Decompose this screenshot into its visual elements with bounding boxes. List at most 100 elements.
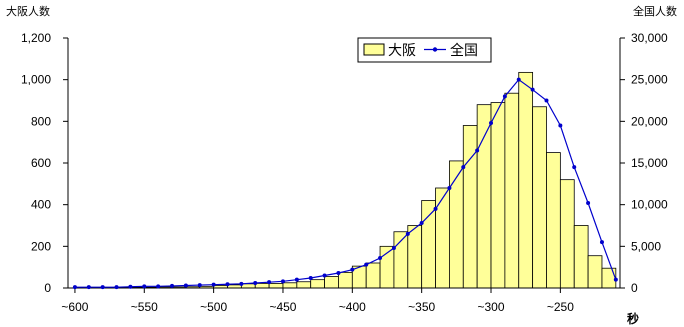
national-point xyxy=(322,273,327,278)
x-tick-label: ~500 xyxy=(200,300,227,314)
osaka-bars xyxy=(74,71,617,289)
national-point xyxy=(419,221,424,225)
national-point xyxy=(544,98,549,103)
national-point xyxy=(183,283,188,288)
bar xyxy=(310,279,325,289)
national-point xyxy=(502,94,507,99)
bar xyxy=(559,179,575,289)
national-line xyxy=(72,77,618,290)
national-point xyxy=(211,282,216,287)
right-tick-label: 30,000 xyxy=(631,31,668,45)
right-tick-label: 10,000 xyxy=(631,198,668,212)
bar xyxy=(296,281,312,289)
bar xyxy=(240,283,256,289)
national-point xyxy=(350,267,355,272)
legend-national-marker xyxy=(432,47,438,52)
bar xyxy=(504,92,520,289)
national-point xyxy=(433,206,438,211)
national-point xyxy=(336,271,341,275)
national-point xyxy=(267,280,272,285)
x-tick-label: ~550 xyxy=(131,300,158,314)
national-point xyxy=(586,201,591,205)
national-point xyxy=(72,285,77,290)
national-point xyxy=(308,276,313,280)
bar xyxy=(476,104,492,289)
national-point xyxy=(461,165,466,170)
bar xyxy=(587,255,603,289)
bar xyxy=(546,152,561,289)
national-point xyxy=(100,285,105,290)
national-point xyxy=(197,283,202,288)
bar xyxy=(601,267,617,289)
right-tick-label: 15,000 xyxy=(631,156,668,170)
x-tick-label: ~400 xyxy=(339,300,366,314)
bar xyxy=(365,262,381,289)
right-tick-label: 20,000 xyxy=(631,114,668,128)
bar xyxy=(462,125,478,289)
bar xyxy=(338,271,353,289)
left-tick-label: 800 xyxy=(31,114,51,128)
national-point xyxy=(599,240,604,245)
national-point xyxy=(613,277,618,282)
national-point xyxy=(489,121,494,125)
national-point xyxy=(391,246,396,250)
national-point xyxy=(156,284,161,289)
x-unit-label: 秒 xyxy=(627,311,639,326)
national-point xyxy=(170,283,175,288)
national-line-path xyxy=(74,78,617,288)
bar xyxy=(421,200,436,289)
tick-labels: 0 200 400 600 800 1,000 1,200 0 5,000 10,000 15,00… xyxy=(21,31,668,314)
left-tick-label: 0 xyxy=(44,281,51,295)
left-tick-label: 200 xyxy=(31,239,51,253)
national-point xyxy=(142,284,147,289)
national-point xyxy=(294,277,299,282)
right-tick-label: 25,000 xyxy=(631,73,668,87)
national-point xyxy=(516,77,521,82)
x-tick-label: ~250 xyxy=(547,300,574,314)
national-point xyxy=(253,281,258,285)
national-point xyxy=(530,87,535,92)
national-point xyxy=(447,186,452,190)
national-point xyxy=(475,148,480,153)
bar xyxy=(532,106,547,289)
x-tick-label: ~350 xyxy=(408,300,435,314)
legend-osaka-swatch xyxy=(363,43,385,56)
national-point xyxy=(572,165,577,170)
left-tick-label: 400 xyxy=(31,198,51,212)
bar xyxy=(282,282,298,289)
bar xyxy=(407,225,423,289)
left-tick-label: 600 xyxy=(31,156,51,170)
right-axis-title: 全国人数 xyxy=(633,4,677,18)
right-tick-label: 5,000 xyxy=(631,239,661,253)
bar xyxy=(518,71,534,289)
axes xyxy=(63,37,625,293)
bar xyxy=(573,225,589,289)
national-point xyxy=(378,256,383,260)
national-point xyxy=(114,285,119,290)
national-point xyxy=(405,231,410,236)
right-tick-label: 0 xyxy=(631,281,638,295)
national-point xyxy=(128,284,133,289)
x-tick-label: ~300 xyxy=(477,300,504,314)
legend-national-label: 全国 xyxy=(450,42,478,58)
national-point xyxy=(239,281,244,286)
x-tick-label: ~600 xyxy=(61,300,88,314)
left-tick-label: 1,000 xyxy=(21,73,51,87)
national-point xyxy=(558,123,563,128)
bar xyxy=(449,160,464,289)
x-tick-label: ~450 xyxy=(269,300,296,314)
national-point xyxy=(364,262,369,267)
national-point xyxy=(280,279,285,284)
national-point xyxy=(225,282,230,287)
bar xyxy=(268,283,284,289)
bar xyxy=(324,276,339,289)
bar xyxy=(435,187,450,289)
left-axis-title: 大阪人数 xyxy=(6,4,50,18)
national-point xyxy=(86,285,91,290)
left-tick-label: 1,200 xyxy=(21,31,51,45)
bar xyxy=(490,102,506,289)
bar xyxy=(254,283,270,289)
legend-osaka-label: 大阪 xyxy=(388,42,416,58)
legend: 大阪 全国 xyxy=(357,37,492,63)
